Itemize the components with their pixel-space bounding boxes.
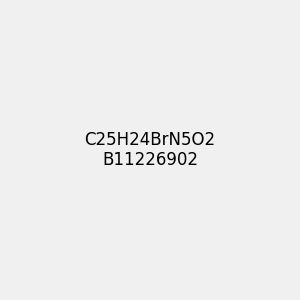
Text: C25H24BrN5O2
B11226902: C25H24BrN5O2 B11226902 xyxy=(84,130,216,170)
